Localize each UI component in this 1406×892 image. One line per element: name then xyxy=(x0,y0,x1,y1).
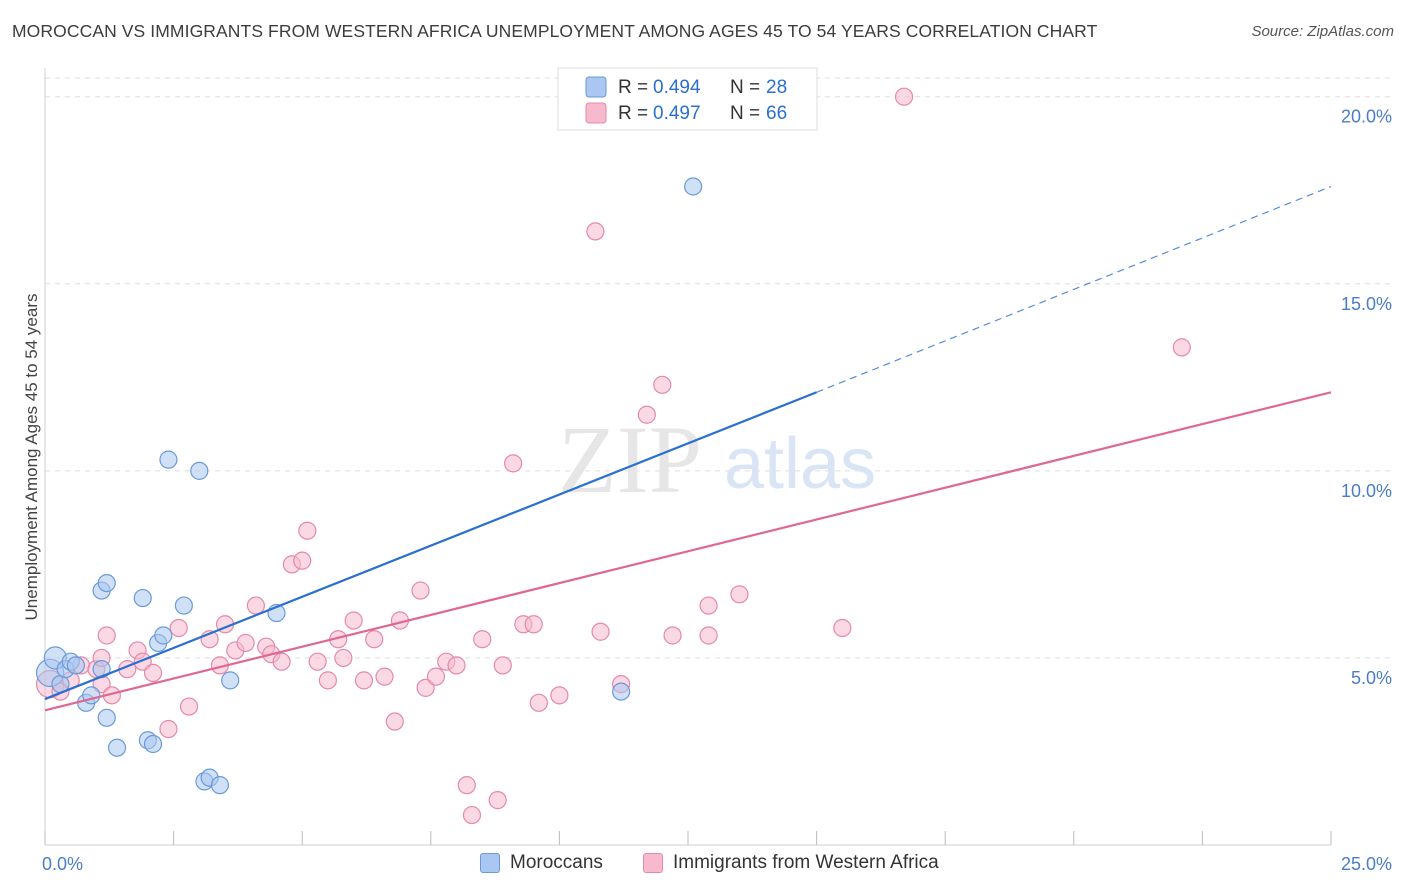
point-immigrants-51 xyxy=(529,693,548,712)
point-moroccans-26 xyxy=(612,682,631,701)
x-tick-label-0: 0.0% xyxy=(42,854,83,874)
point-immigrants-14 xyxy=(169,618,188,638)
point-immigrants-47 xyxy=(493,656,512,675)
point-immigrants-46 xyxy=(488,791,507,810)
point-immigrants-15 xyxy=(179,697,199,716)
point-immigrants-32 xyxy=(344,611,363,630)
bottom-legend-label-immigrants: Immigrants from Western Africa xyxy=(673,852,939,873)
bottom-legend-swatch-moroccans xyxy=(480,853,500,873)
x-tick-label-1: 25.0% xyxy=(1341,854,1392,874)
point-immigrants-48 xyxy=(504,454,523,473)
point-immigrants-28 xyxy=(308,652,327,671)
watermark-atlas: atlas xyxy=(724,424,876,504)
tick-labels: 5.0% 10.0% 15.0% 20.0% 0.0% 25.0% xyxy=(42,107,1392,874)
point-immigrants-50 xyxy=(524,615,543,634)
point-moroccans-10 xyxy=(97,708,116,727)
point-immigrants-33 xyxy=(354,671,374,690)
point-moroccans-17 xyxy=(154,626,173,645)
point-immigrants-43 xyxy=(457,776,476,795)
point-moroccans-12 xyxy=(107,738,127,757)
point-immigrants-36 xyxy=(385,712,404,731)
point-immigrants-13 xyxy=(159,719,178,739)
point-immigrants-12 xyxy=(143,663,163,682)
point-immigrants-7 xyxy=(97,626,116,645)
bottom-legend-moroccans: Moroccans xyxy=(480,852,603,874)
legend-n-label-1: N = xyxy=(730,77,760,98)
point-immigrants-42 xyxy=(447,656,466,675)
point-immigrants-64 xyxy=(1172,338,1191,357)
trend-line-moroccans xyxy=(44,391,818,701)
point-immigrants-26 xyxy=(293,551,312,570)
chart-source: Source: ZipAtlas.com xyxy=(1251,23,1394,40)
point-immigrants-45 xyxy=(473,630,492,649)
watermark: ZIP atlas xyxy=(558,406,876,513)
point-immigrants-53 xyxy=(586,222,605,241)
trend-lines xyxy=(44,185,1332,712)
point-moroccans-18 xyxy=(159,450,178,469)
point-immigrants-40 xyxy=(426,667,446,686)
legend-r-value-1: 0.494 xyxy=(653,77,701,98)
point-immigrants-24 xyxy=(272,652,291,671)
point-moroccans-5 xyxy=(66,656,85,675)
legend-n-label-2: N = xyxy=(730,103,760,124)
point-immigrants-27 xyxy=(298,521,317,540)
point-immigrants-39 xyxy=(416,678,435,697)
point-immigrants-63 xyxy=(894,87,914,106)
point-moroccans-15 xyxy=(143,734,163,754)
point-moroccans-27 xyxy=(684,177,703,196)
legend-r-label-2: R = xyxy=(618,103,648,124)
watermark-zip: ZIP xyxy=(558,406,702,513)
bottom-legend-immigrants: Immigrants from Western Africa xyxy=(643,852,939,874)
point-immigrants-34 xyxy=(365,630,384,649)
point-immigrants-62 xyxy=(833,618,852,638)
point-immigrants-38 xyxy=(411,581,430,600)
chart-title: MOROCCAN VS IMMIGRANTS FROM WESTERN AFRI… xyxy=(12,21,1098,41)
legend-r-label-1: R = xyxy=(618,77,648,98)
point-immigrants-61 xyxy=(730,585,749,604)
point-immigrants-58 xyxy=(663,626,682,645)
point-immigrants-29 xyxy=(318,671,338,690)
point-moroccans-24 xyxy=(221,671,240,690)
point-immigrants-52 xyxy=(550,686,569,705)
legend-r-value-2: 0.497 xyxy=(653,103,701,124)
point-immigrants-20 xyxy=(236,633,255,653)
point-immigrants-57 xyxy=(653,375,672,394)
y-tick-label-3: 20.0% xyxy=(1341,107,1392,127)
legend-n-value-1: 28 xyxy=(766,77,787,98)
y-axis-title: Unemployment Among Ages 45 to 54 years xyxy=(22,294,41,621)
point-immigrants-44 xyxy=(462,805,482,825)
trend-line-moroccans-extension xyxy=(816,185,1332,393)
point-immigrants-21 xyxy=(246,596,266,615)
point-moroccans-11 xyxy=(97,573,116,593)
bottom-legend-label-moroccans: Moroccans xyxy=(510,852,603,873)
y-tick-label-2: 15.0% xyxy=(1341,294,1392,314)
point-moroccans-13 xyxy=(133,588,152,608)
y-tick-label-1: 10.0% xyxy=(1341,481,1392,501)
data-points xyxy=(35,87,1191,825)
legend: R = 0.494 N = 28 R = 0.497 N = 66 xyxy=(557,67,818,131)
y-tick-label-0: 5.0% xyxy=(1351,668,1392,688)
trend-line-immigrants xyxy=(44,391,1332,712)
legend-swatch-moroccans xyxy=(585,76,607,98)
legend-n-value-2: 66 xyxy=(766,103,787,124)
point-immigrants-54 xyxy=(591,622,610,641)
axes xyxy=(44,68,1332,846)
point-immigrants-60 xyxy=(699,596,718,615)
grid-lines xyxy=(45,77,1392,659)
point-immigrants-59 xyxy=(699,626,718,645)
bottom-legend-swatch-immigrants xyxy=(643,853,663,873)
point-immigrants-31 xyxy=(334,648,353,668)
point-moroccans-20 xyxy=(190,461,209,480)
point-immigrants-35 xyxy=(375,667,394,686)
legend-swatch-immigrants xyxy=(585,102,607,124)
point-moroccans-19 xyxy=(174,596,193,615)
point-immigrants-56 xyxy=(637,405,656,424)
point-moroccans-23 xyxy=(210,776,229,795)
